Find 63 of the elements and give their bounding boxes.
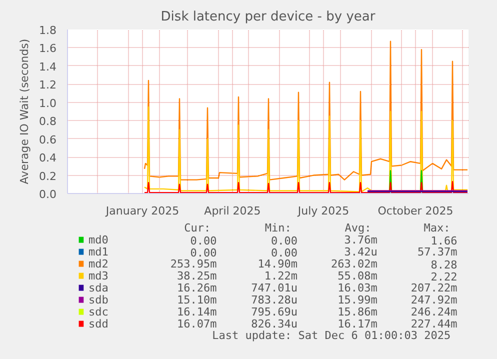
- y-tick-label: 0.2: [39, 170, 57, 183]
- text: 57.37m: [417, 245, 458, 258]
- text: 207.22m: [410, 281, 458, 294]
- text: 16.07m: [177, 317, 218, 330]
- y-tick-label: 1.8: [39, 24, 57, 37]
- text: 0.00: [270, 246, 298, 260]
- text: 826.34u: [251, 317, 298, 330]
- text: 227.44m: [410, 317, 458, 330]
- text: 253.95m: [170, 257, 218, 270]
- y-tick-label: 1.0: [39, 96, 57, 110]
- text: 247.92m: [410, 293, 458, 306]
- text: Max:: [424, 222, 450, 235]
- text: 55.08m: [338, 269, 378, 282]
- text: 0.00: [190, 234, 217, 248]
- y-tick-label: 1.4: [39, 60, 57, 74]
- text: 2.22: [430, 270, 458, 284]
- text: 16.14m: [177, 305, 218, 318]
- text: 3.76m: [344, 233, 378, 246]
- text: Last update: Sat Dec 6 01:00:03 2025: [212, 329, 451, 342]
- text: 15.10m: [177, 293, 218, 306]
- text: 16.26m: [177, 281, 218, 294]
- text: 747.01u: [251, 281, 298, 294]
- x-tick-label: July 2025: [296, 204, 350, 218]
- text: 1.66: [430, 234, 458, 248]
- legend-label: md1: [88, 245, 108, 258]
- chart-title: Disk latency per device - by year: [160, 10, 376, 24]
- y-tick-label: 0.8: [39, 115, 57, 128]
- text: 263.02m: [330, 257, 378, 270]
- text: 16.17m: [338, 317, 378, 330]
- x-tick-label: April 2025: [204, 204, 261, 218]
- legend-label: sda: [88, 281, 108, 294]
- text: Cur:: [184, 222, 211, 235]
- text: 0.00: [190, 246, 217, 260]
- y-tick-label: 0.6: [39, 133, 57, 146]
- text: 3.42u: [344, 245, 378, 258]
- y-tick-label: 0.0: [39, 188, 57, 201]
- legend-label: md2: [88, 257, 108, 270]
- x-tick-label: January 2025: [104, 204, 180, 218]
- text: 795.69u: [251, 305, 298, 318]
- x-tick-label: October 2025: [378, 204, 454, 218]
- text: 783.28u: [251, 293, 298, 306]
- legend-label: md3: [88, 269, 108, 282]
- text: 8.28: [430, 258, 458, 272]
- legend-label: sdd: [88, 317, 108, 330]
- text: 38.25m: [177, 269, 218, 282]
- legend-label: md0: [88, 233, 108, 246]
- y-tick-label: 0.4: [39, 152, 57, 165]
- line-series: [144, 106, 468, 192]
- text: 1.22m: [264, 269, 298, 282]
- text: 15.99m: [338, 293, 378, 306]
- y-axis-title: Average IO Wait (seconds): [18, 38, 32, 184]
- y-tick-label: 1.2: [39, 78, 57, 92]
- text: Avg:: [344, 222, 372, 235]
- text: 0.00: [270, 234, 298, 248]
- text: 15.86m: [338, 305, 378, 318]
- text: Min:: [264, 222, 292, 235]
- text: 16.03m: [338, 281, 378, 294]
- legend-label: sdb: [88, 293, 108, 306]
- line-series: [144, 181, 468, 194]
- y-tick-label: 1.6: [39, 42, 57, 56]
- legend-label: sdc: [88, 305, 108, 318]
- text: 14.90m: [258, 257, 298, 270]
- text: 246.24m: [410, 305, 458, 318]
